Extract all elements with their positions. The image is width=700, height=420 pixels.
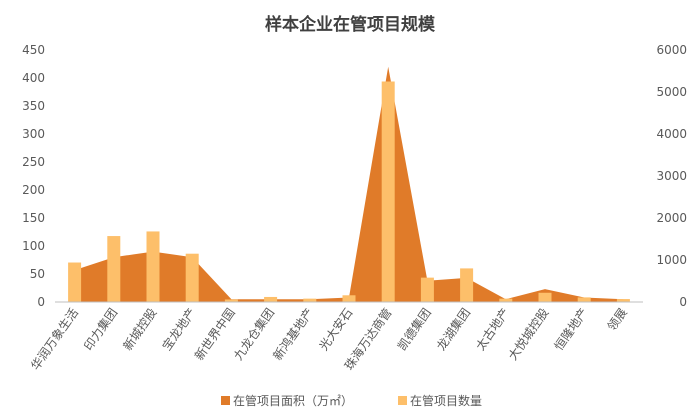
left-tick-label: 150 [22,211,45,225]
right-tick-label: 2000 [656,211,687,225]
bar [381,81,395,302]
bar [538,292,552,302]
left-tick-label: 200 [22,183,45,197]
right-tick-label: 5000 [656,85,687,99]
left-tick-label: 300 [22,127,45,141]
left-tick-label: 450 [22,43,45,57]
right-tick-label: 3000 [656,169,687,183]
left-tick-label: 350 [22,99,45,113]
left-tick-label: 0 [37,295,45,309]
category-label: 龙湖集团 [433,305,473,353]
left-tick-label: 400 [22,71,45,85]
category-label: 大悦城控股 [506,306,552,363]
bar [107,236,121,302]
chart-title: 样本企业在管项目规模 [265,14,436,35]
legend-swatch-bar [398,396,407,405]
right-tick-label: 4000 [656,127,687,141]
category-label: 宝龙地产 [160,306,199,353]
right-tick-label: 0 [679,295,687,309]
left-axis: 0 50 100 150 200 250 300 350 400 450 [22,43,45,309]
left-tick-label: 250 [22,155,45,169]
category-label: 领展 [605,306,630,334]
bar [303,298,317,302]
bar-series-layer [68,81,630,302]
right-tick-label: 1000 [656,253,687,267]
category-label: 恒隆地产 [551,305,591,353]
bar [420,277,434,302]
bar [460,268,474,302]
bar [499,298,513,302]
bar [264,296,278,302]
bar [342,295,356,302]
area-series [74,66,624,302]
legend-label-bar: 在管项目数量 [410,393,482,408]
bar [68,262,82,302]
category-label: 光大安石 [316,305,356,353]
category-label: 凯德集团 [394,305,434,353]
legend-swatch-area [221,396,230,405]
category-label: 太古地产 [472,305,512,353]
bar [224,299,238,302]
bar [616,299,630,302]
area-series-layer [74,66,624,302]
right-tick-label: 6000 [656,43,687,57]
left-tick-label: 50 [30,267,45,281]
legend-label-area: 在管项目面积（万㎡） [233,393,353,408]
category-label: 华润万象生活 [28,306,81,373]
bar [146,231,160,302]
category-label: 新城控股 [120,305,160,353]
left-tick-label: 100 [22,239,45,253]
bar [185,253,199,302]
legend: 在管项目面积（万㎡） 在管项目数量 [221,393,482,408]
category-label: 印力集团 [80,305,120,353]
right-axis: 0 1000 2000 3000 4000 5000 6000 [656,43,687,309]
bar [577,297,591,302]
